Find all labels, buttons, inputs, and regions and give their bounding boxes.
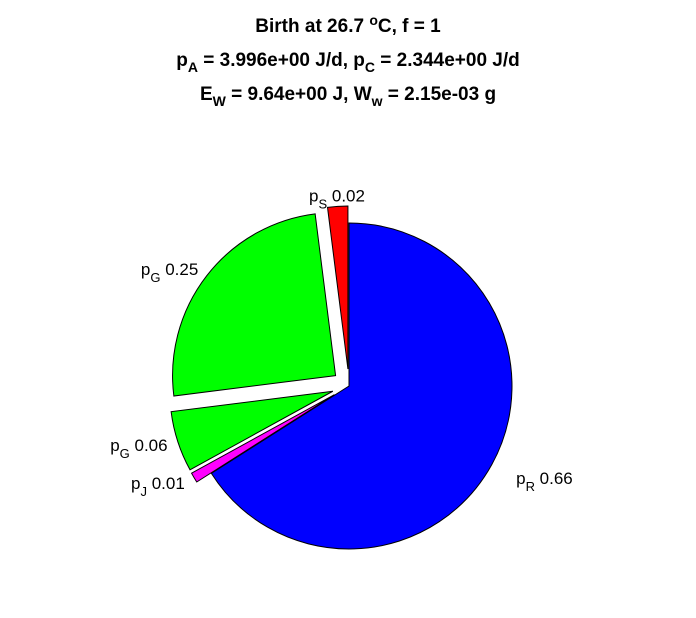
title-line-1: Birth at 26.7 oC, f = 1 bbox=[255, 12, 441, 37]
slice-label-pG2: pG 0.25 bbox=[141, 260, 198, 285]
title-line-2: pA = 3.996e+00 J/d, pC = 2.344e+00 J/d bbox=[176, 50, 520, 75]
slice-label-pG1: pG 0.06 bbox=[110, 436, 167, 461]
slice-label-pS: pS 0.02 bbox=[309, 187, 365, 212]
pie-slice-pJ bbox=[190, 394, 335, 483]
title-line-3: EW = 9.64e+00 J, Ww = 2.15e-03 g bbox=[199, 84, 497, 109]
pie-slice-pG2 bbox=[172, 213, 337, 397]
pie-slice-pS bbox=[326, 205, 349, 370]
chart-title: Birth at 26.7 oC, f = 1 pA = 3.996e+00 J… bbox=[0, 10, 696, 112]
slice-label-pJ: pJ 0.01 bbox=[131, 474, 185, 499]
slice-label-pR: pR 0.66 bbox=[516, 469, 573, 494]
pie-slice-pG1 bbox=[170, 390, 334, 471]
pie-slice-pR bbox=[210, 222, 513, 550]
